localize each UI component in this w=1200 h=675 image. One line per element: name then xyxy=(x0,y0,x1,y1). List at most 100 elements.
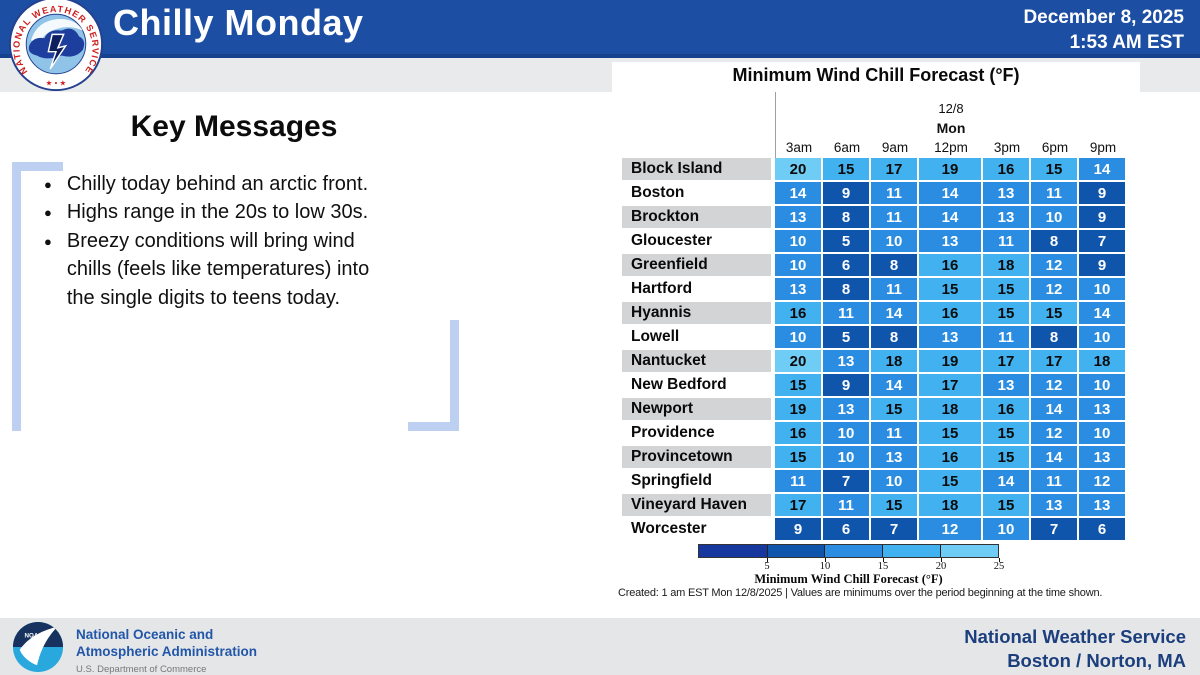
colorbar-segment xyxy=(699,545,767,557)
wind-chill-cell: 10 xyxy=(1079,374,1127,398)
header-datetime: December 8, 2025 1:53 AM EST xyxy=(1023,5,1184,55)
colorbar-tick xyxy=(767,558,768,562)
time-header: 3am xyxy=(785,140,813,155)
colorbar-tick-label: 20 xyxy=(935,561,947,572)
svg-text:★ • ★: ★ • ★ xyxy=(46,78,67,87)
wind-chill-cell: 14 xyxy=(1079,302,1127,326)
wind-chill-cell: 15 xyxy=(1031,158,1079,182)
city-label: Hartford xyxy=(622,278,775,302)
wind-chill-cell: 15 xyxy=(983,302,1031,326)
wind-chill-cell: 16 xyxy=(983,398,1031,422)
wind-chill-cell: 11 xyxy=(1031,182,1079,206)
wind-chill-cell: 13 xyxy=(775,278,823,302)
chart-caption: Created: 1 am EST Mon 12/8/2025 | Values… xyxy=(618,587,1103,599)
wind-chill-table: 12/8 Mon 3am 6am 9am 12pm 3pm 6pm 9pm Block Islan… xyxy=(622,96,1127,542)
wind-chill-cell: 15 xyxy=(919,422,983,446)
wind-chill-cell: 10 xyxy=(775,254,823,278)
wind-chill-cell: 11 xyxy=(983,326,1031,350)
list-item: ● Breezy conditions will bring wind chill… xyxy=(44,227,396,312)
wind-chill-cell: 14 xyxy=(1031,446,1079,470)
bullet-icon: ● xyxy=(44,205,52,221)
wind-chill-graphic: Minimum Wind Chill Forecast (°F) 12/8 Mon… xyxy=(612,62,1140,600)
wind-chill-cell: 7 xyxy=(1031,518,1079,542)
wind-chill-cell: 10 xyxy=(1079,278,1127,302)
wind-chill-cell: 8 xyxy=(1031,230,1079,254)
bracket-right-decoration xyxy=(408,320,459,431)
wind-chill-cell: 11 xyxy=(1031,470,1079,494)
wind-chill-cell: 18 xyxy=(983,254,1031,278)
wind-chill-cell: 15 xyxy=(775,446,823,470)
colorbar-segment xyxy=(882,545,941,557)
city-label: Gloucester xyxy=(622,230,775,254)
wind-chill-cell: 14 xyxy=(775,182,823,206)
bullet-text: Breezy conditions will bring wind chills… xyxy=(66,229,370,309)
wind-chill-cell: 18 xyxy=(1079,350,1127,374)
wind-chill-cell: 15 xyxy=(983,446,1031,470)
wind-chill-cell: 17 xyxy=(983,350,1031,374)
bullet-icon: ● xyxy=(44,233,52,249)
header-bar xyxy=(0,0,1200,58)
wind-chill-cell: 15 xyxy=(871,494,919,518)
wind-chill-cell: 20 xyxy=(775,158,823,182)
bracket-left-decoration xyxy=(12,162,63,431)
wind-chill-cell: 7 xyxy=(823,470,871,494)
wind-chill-cell: 10 xyxy=(1031,206,1079,230)
wind-chill-cell: 13 xyxy=(1079,446,1127,470)
colorbar-tick-label: 5 xyxy=(764,561,770,572)
wind-chill-cell: 14 xyxy=(1031,398,1079,422)
wind-chill-cell: 13 xyxy=(871,446,919,470)
wind-chill-cell: 6 xyxy=(823,254,871,278)
wind-chill-cell: 19 xyxy=(919,158,983,182)
wind-chill-cell: 9 xyxy=(823,374,871,398)
wind-chill-cell: 14 xyxy=(919,182,983,206)
wind-chill-cell: 6 xyxy=(823,518,871,542)
wind-chill-cell: 13 xyxy=(1079,398,1127,422)
wind-chill-cell: 7 xyxy=(1079,230,1127,254)
page-title: Chilly Monday xyxy=(113,2,364,43)
wind-chill-cell: 13 xyxy=(983,374,1031,398)
chart-title: Minimum Wind Chill Forecast (°F) xyxy=(732,65,1020,85)
key-messages-section: Key Messages ● Chilly today behind an arc… xyxy=(0,110,468,431)
wind-chill-cell: 10 xyxy=(775,230,823,254)
wind-chill-cell: 7 xyxy=(871,518,919,542)
colorbar-tick xyxy=(941,558,942,562)
colorbar xyxy=(698,544,999,558)
wind-chill-cell: 18 xyxy=(871,350,919,374)
noaa-logo-icon: NOAA xyxy=(12,621,64,673)
noaa-department: U.S. Department of Commerce xyxy=(76,663,207,675)
wind-chill-cell: 10 xyxy=(871,470,919,494)
time-header: 6pm xyxy=(1041,140,1069,155)
svg-text:NOAA: NOAA xyxy=(25,632,44,639)
wind-chill-cell: 9 xyxy=(1079,182,1127,206)
colorbar-segment xyxy=(824,545,883,557)
wind-chill-cell: 16 xyxy=(775,302,823,326)
wind-chill-cell: 14 xyxy=(871,374,919,398)
city-label: Vineyard Haven xyxy=(622,494,775,518)
city-label: Brockton xyxy=(622,206,775,230)
wind-chill-cell: 16 xyxy=(919,302,983,326)
wind-chill-cell: 15 xyxy=(983,422,1031,446)
colorbar-tick xyxy=(825,558,826,562)
colorbar-segment xyxy=(766,545,825,557)
wind-chill-cell: 11 xyxy=(983,230,1031,254)
column-group-day: Mon xyxy=(936,120,966,136)
wind-chill-cell: 9 xyxy=(775,518,823,542)
wind-chill-cell: 17 xyxy=(919,374,983,398)
time-header: 3pm xyxy=(993,140,1021,155)
wind-chill-cell: 15 xyxy=(919,470,983,494)
city-label: Greenfield xyxy=(622,254,775,278)
wind-chill-cell: 16 xyxy=(775,422,823,446)
colorbar-tick-label: 15 xyxy=(877,561,889,572)
city-label: Lowell xyxy=(622,326,775,350)
city-label: Springfield xyxy=(622,470,775,494)
wind-chill-cell: 14 xyxy=(983,470,1031,494)
city-label: New Bedford xyxy=(622,374,775,398)
wind-chill-cell: 11 xyxy=(871,206,919,230)
wind-chill-cell: 13 xyxy=(919,230,983,254)
wind-chill-cell: 13 xyxy=(823,398,871,422)
wind-chill-cell: 11 xyxy=(871,278,919,302)
wind-chill-cell: 10 xyxy=(775,326,823,350)
wind-chill-cell: 9 xyxy=(1079,254,1127,278)
nws-office-line1: National Weather Service xyxy=(964,626,1186,647)
list-item: ● Highs range in the 20s to low 30s. xyxy=(44,198,396,226)
